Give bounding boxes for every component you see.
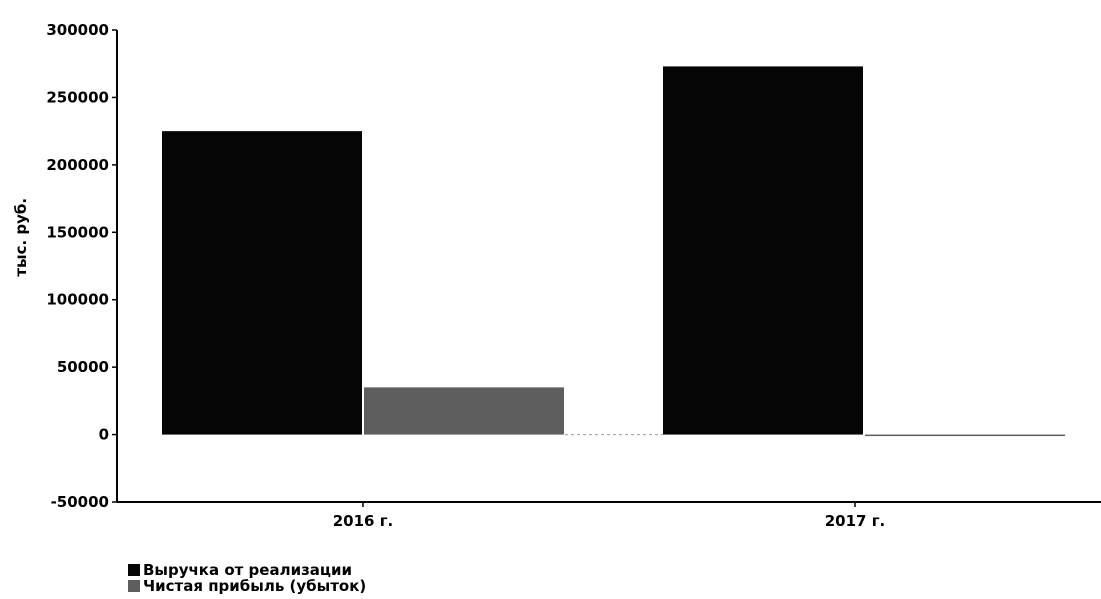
- y-tick-label: 50000: [57, 358, 109, 376]
- legend-label-net-profit: Чистая прибыль (убыток): [143, 577, 367, 595]
- legend-item-net-profit: Чистая прибыль (убыток): [128, 578, 366, 594]
- y-tick-labels: 300000 250000 200000 150000 100000 50000 0 -500…: [46, 21, 109, 511]
- y-tick-label: -50000: [51, 493, 109, 511]
- legend-swatch-net-profit: [128, 580, 140, 592]
- x-tick-labels: 2016 г. 2017 г.: [333, 512, 886, 530]
- y-tick-label: 200000: [46, 156, 109, 174]
- x-tick-label: 2017 г.: [825, 512, 886, 530]
- bar-chart: 300000 250000 200000 150000 100000 50000 0 -500…: [12, 21, 1101, 530]
- legend-label-revenue: Выручка от реализации: [143, 561, 353, 579]
- y-tick-label: 0: [99, 426, 109, 444]
- x-tick-label: 2016 г.: [333, 512, 394, 530]
- bar-0-0: [162, 131, 362, 435]
- legend-swatch-revenue: [128, 564, 140, 576]
- y-axis-label: тыс. руб.: [12, 198, 30, 277]
- bar-0-1: [663, 66, 863, 435]
- axes: [112, 29, 1101, 507]
- bars: [162, 66, 1065, 437]
- y-tick-label: 100000: [46, 291, 109, 309]
- y-tick-label: 250000: [46, 88, 109, 106]
- legend-item-revenue: Выручка от реализации: [128, 562, 366, 578]
- bar-1-0: [364, 387, 564, 435]
- legend: Выручка от реализации Чистая прибыль (уб…: [128, 562, 366, 594]
- bar-1-1: [865, 434, 1065, 437]
- y-tick-label: 150000: [46, 223, 109, 241]
- y-tick-label: 300000: [46, 21, 109, 39]
